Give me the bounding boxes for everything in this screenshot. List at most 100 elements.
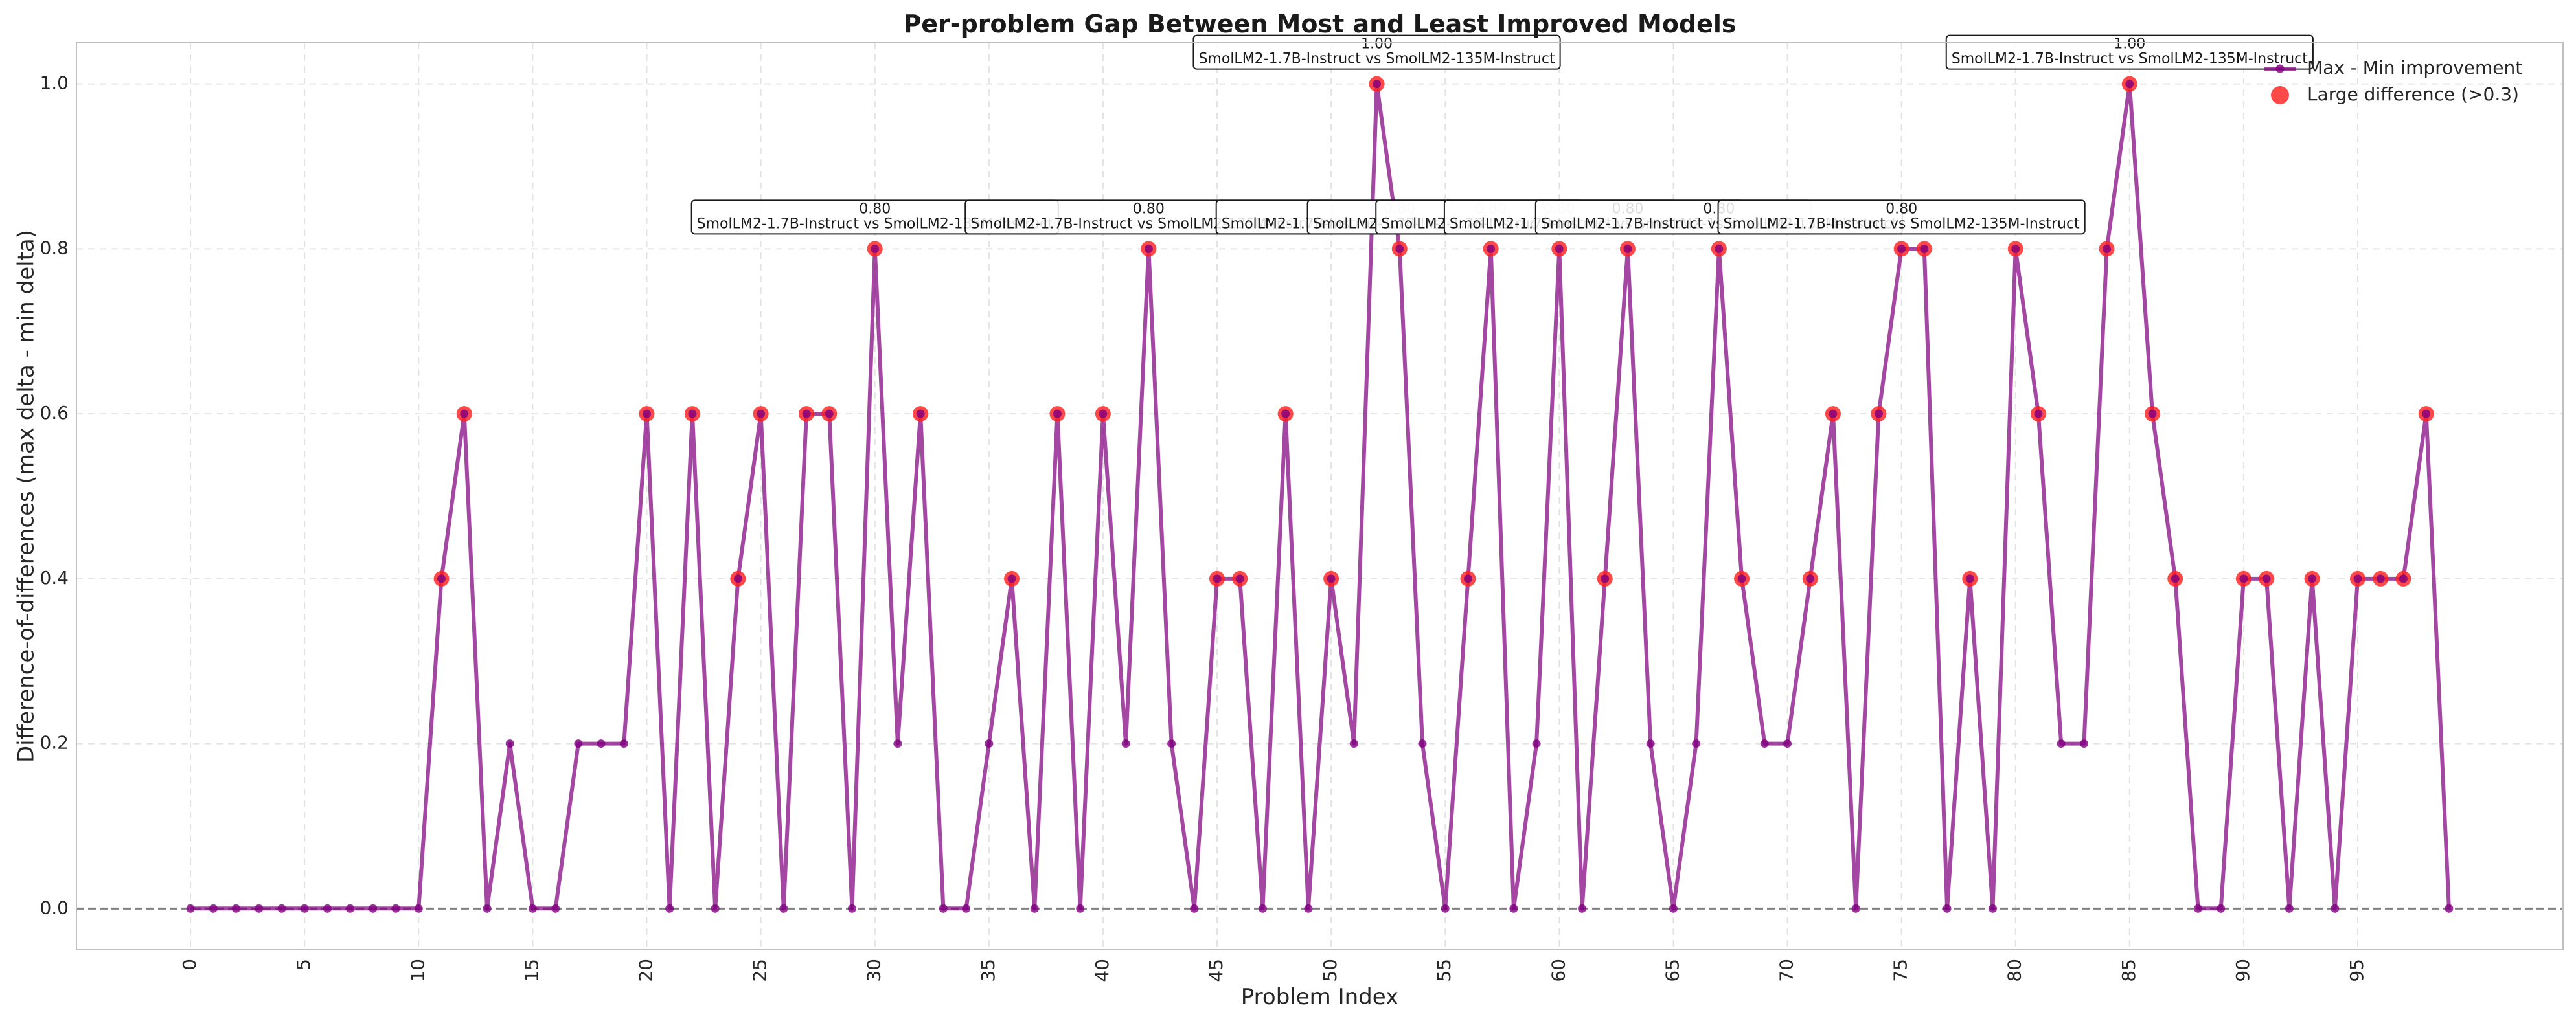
x-tick-label: 5 xyxy=(293,959,314,971)
x-axis-label: Problem Index xyxy=(1241,984,1398,1010)
data-point xyxy=(1806,574,1815,583)
data-point xyxy=(2193,904,2202,913)
data-point xyxy=(871,244,880,253)
data-point xyxy=(323,904,332,913)
data-points xyxy=(186,80,2454,913)
data-point xyxy=(962,904,971,913)
data-point xyxy=(1760,739,1769,748)
data-point xyxy=(2217,904,2226,913)
annotation-value: 0.80 xyxy=(1886,201,1917,217)
data-point xyxy=(825,409,834,418)
x-tick-label: 35 xyxy=(977,959,999,982)
data-point xyxy=(186,904,195,913)
x-tick-label: 40 xyxy=(1091,959,1113,982)
y-tick-label: 0.4 xyxy=(40,567,69,589)
data-point xyxy=(1487,244,1496,253)
data-point xyxy=(1737,574,1746,583)
data-point xyxy=(1509,904,1518,913)
x-tick-label: 55 xyxy=(1433,959,1455,982)
data-point xyxy=(733,574,742,583)
data-point xyxy=(2399,574,2408,583)
data-point xyxy=(893,739,902,748)
data-point xyxy=(209,904,218,913)
data-point xyxy=(2353,574,2362,583)
annotation-value: 1.00 xyxy=(1361,36,1393,52)
data-point xyxy=(847,904,856,913)
data-point xyxy=(528,904,537,913)
annotation-value: 0.80 xyxy=(1133,201,1165,217)
data-point xyxy=(2262,574,2271,583)
data-point xyxy=(1167,739,1176,748)
legend-line-marker xyxy=(2275,64,2285,73)
data-point xyxy=(460,409,469,418)
data-point xyxy=(277,904,286,913)
x-tick-label: 45 xyxy=(1205,959,1227,982)
data-point xyxy=(232,904,241,913)
data-point xyxy=(1258,904,1267,913)
data-point xyxy=(2376,574,2385,583)
data-point xyxy=(757,409,766,418)
data-point xyxy=(985,739,994,748)
annotation-value: 1.00 xyxy=(2114,36,2145,52)
annotation-label: SmolLM2-1.7B-Instruct vs SmolLM2-135M-In… xyxy=(1724,216,2080,232)
x-tick-label: 65 xyxy=(1661,959,1683,982)
data-point xyxy=(2034,409,2043,418)
data-point xyxy=(1578,904,1587,913)
data-point xyxy=(597,739,606,748)
data-point xyxy=(779,904,788,913)
data-point xyxy=(1669,904,1678,913)
series-line xyxy=(190,82,2451,911)
data-point xyxy=(1304,904,1313,913)
data-point xyxy=(916,409,925,418)
data-point xyxy=(300,904,309,913)
y-tick-labels: 0.0 0.2 0.4 0.6 0.8 1.0 xyxy=(40,73,69,919)
data-point xyxy=(1053,409,1062,418)
data-point xyxy=(1076,904,1085,913)
data-point xyxy=(1532,739,1541,748)
data-point xyxy=(1281,409,1290,418)
data-point xyxy=(1418,739,1427,748)
data-point xyxy=(643,409,652,418)
x-tick-label: 50 xyxy=(1319,959,1341,982)
data-point xyxy=(665,904,674,913)
data-point xyxy=(414,904,423,913)
data-point xyxy=(2057,739,2066,748)
data-point xyxy=(2079,739,2088,748)
data-point xyxy=(1373,80,1382,89)
plot-frame xyxy=(76,42,2564,950)
data-point xyxy=(1327,574,1336,583)
data-point xyxy=(505,739,514,748)
x-tick-label: 10 xyxy=(407,959,428,982)
data-point xyxy=(1874,409,1883,418)
data-point xyxy=(2331,904,2340,913)
y-tick-label: 0.6 xyxy=(40,402,69,423)
x-tick-label: 30 xyxy=(863,959,885,982)
data-point xyxy=(1965,574,1974,583)
data-point xyxy=(2285,904,2294,913)
data-point xyxy=(2125,80,2134,89)
annotation-frame xyxy=(1192,34,1561,70)
data-point xyxy=(1144,244,1153,253)
x-tick-label: 85 xyxy=(2118,959,2139,982)
data-point xyxy=(1099,409,1108,418)
data-point xyxy=(483,904,492,913)
data-point xyxy=(551,904,560,913)
data-point xyxy=(2239,574,2248,583)
data-point xyxy=(1715,244,1724,253)
data-point xyxy=(2445,904,2454,913)
data-point xyxy=(437,574,446,583)
series-max-min-line xyxy=(190,82,2451,911)
x-tick-label: 80 xyxy=(2004,959,2025,982)
x-tick-label: 95 xyxy=(2346,959,2367,982)
data-point xyxy=(1030,904,1039,913)
data-point xyxy=(1007,574,1016,583)
data-point xyxy=(1783,739,1792,748)
data-point xyxy=(1692,739,1701,748)
data-point xyxy=(1235,574,1244,583)
data-point xyxy=(1646,739,1655,748)
x-tick-label: 90 xyxy=(2232,959,2253,982)
y-tick-label: 0.2 xyxy=(40,732,69,754)
